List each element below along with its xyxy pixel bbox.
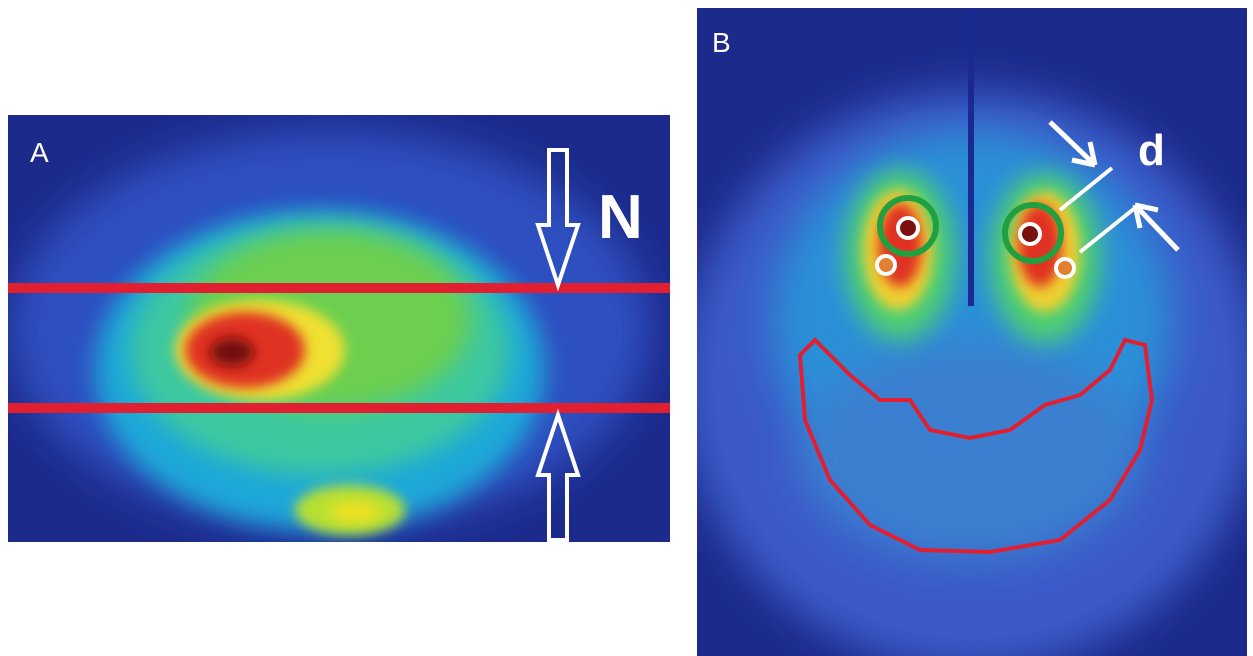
red-line: [8, 403, 670, 413]
marker: [877, 256, 895, 274]
figure: A N B d: [0, 0, 1253, 656]
marker: [1056, 259, 1074, 277]
annotation: d: [1138, 126, 1165, 175]
panel-label: B: [712, 27, 731, 58]
hotspot: [330, 502, 380, 522]
panel-b: [682, 8, 1253, 656]
red-line: [8, 283, 670, 293]
marker: [898, 218, 918, 238]
hotspot: [210, 338, 254, 366]
marker: [1020, 224, 1040, 244]
blob: [800, 340, 1140, 560]
annotation: N: [598, 183, 643, 252]
panel-a: [8, 115, 670, 542]
midline: [968, 8, 974, 306]
panel-label: A: [30, 137, 49, 168]
